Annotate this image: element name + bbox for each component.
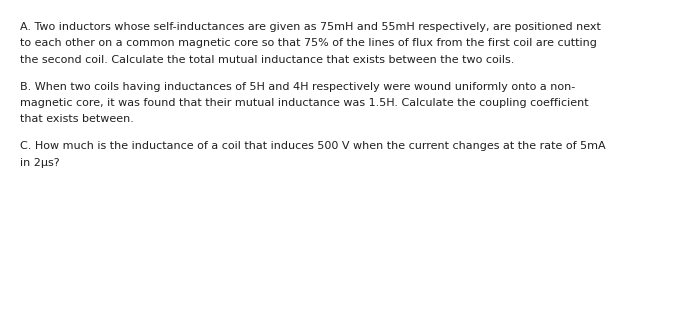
- Text: to each other on a common magnetic core so that 75% of the lines of flux from th: to each other on a common magnetic core …: [20, 39, 597, 48]
- Text: that exists between.: that exists between.: [20, 115, 134, 125]
- Text: in 2μs?: in 2μs?: [20, 158, 59, 168]
- Text: the second coil. Calculate the total mutual inductance that exists between the t: the second coil. Calculate the total mut…: [20, 55, 514, 65]
- Text: B. When two coils having inductances of 5H and 4H respectively were wound unifor: B. When two coils having inductances of …: [20, 82, 575, 91]
- Text: C. How much is the inductance of a coil that induces 500 V when the current chan: C. How much is the inductance of a coil …: [20, 141, 605, 151]
- Text: magnetic core, it was found that their mutual inductance was 1.5H. Calculate the: magnetic core, it was found that their m…: [20, 98, 589, 108]
- Text: A. Two inductors whose self-inductances are given as 75mH and 55mH respectively,: A. Two inductors whose self-inductances …: [20, 22, 601, 32]
